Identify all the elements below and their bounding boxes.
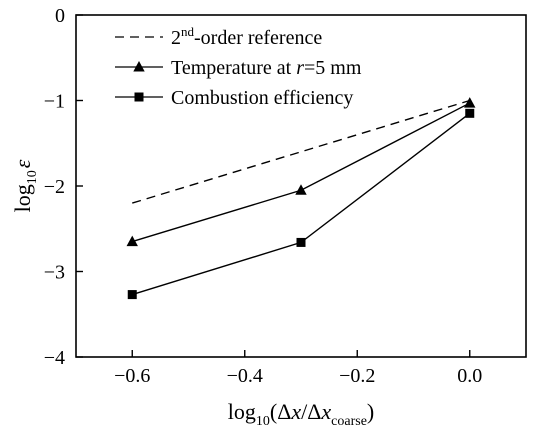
y-tick-label: −2 (44, 176, 65, 198)
data-point-temperature (295, 184, 307, 195)
series-line-temperature (132, 102, 471, 243)
data-point-temperature (126, 235, 138, 247)
y-axis-label: log10ε (10, 159, 40, 212)
x-tick-label: 0.0 (457, 365, 482, 387)
legend-entry-combustion: Combustion efficiency (171, 87, 353, 109)
data-point-combustion (127, 290, 137, 300)
data-point-combustion (296, 237, 306, 247)
legend-entry-temperature: Temperature at r=5 mm (171, 57, 362, 79)
y-tick-label: −3 (44, 262, 65, 284)
legend-entry-reference: 2nd-order reference (171, 24, 322, 49)
y-tick-label: −4 (44, 347, 65, 369)
x-tick-label: −0.2 (339, 365, 375, 387)
legend: 2nd-order reference Temperature at r=5 m… (115, 24, 362, 109)
plot-frame (75, 14, 527, 358)
x-axis-label: log10(Δx/Δxcoarse) (228, 399, 375, 429)
x-tick-label: −0.4 (227, 365, 263, 387)
x-tick-label: −0.6 (114, 365, 150, 387)
legend-marker-combustion (134, 92, 144, 102)
series-line-reference (132, 99, 470, 204)
data-point-temperature (464, 97, 476, 108)
series-line-combustion (132, 112, 471, 296)
y-tick-label: 0 (55, 5, 65, 27)
ticks-layer: −0.6 −0.4 −0.2 0.0 0 −1 −2 −3 −4 (44, 5, 483, 387)
y-tick-label: −1 (44, 91, 65, 113)
legend-marker-temperature (133, 61, 145, 72)
series-layer (126, 97, 476, 300)
data-point-combustion (465, 108, 475, 118)
